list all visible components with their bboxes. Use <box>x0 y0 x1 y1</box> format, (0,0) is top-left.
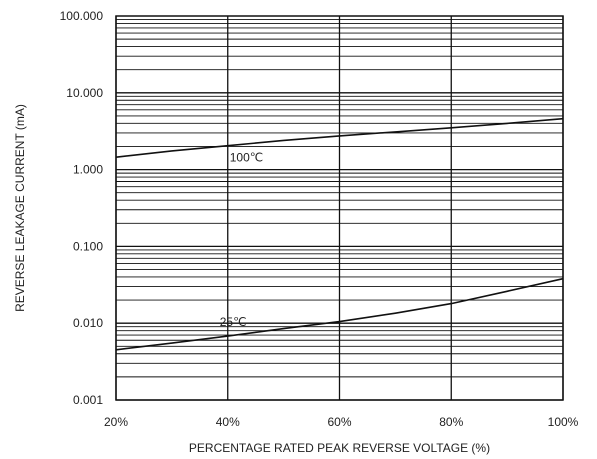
curve-label-1: 25℃ <box>220 315 247 329</box>
x-tick-label: 60% <box>327 415 351 429</box>
x-tick-label: 80% <box>439 415 463 429</box>
x-tick-label: 40% <box>216 415 240 429</box>
series-line-0 <box>115 117 564 158</box>
y-tick-labels: 0.001 0.010 0.100 1.000 10.000 100.000 <box>60 9 104 407</box>
curve-label-0: 100℃ <box>230 151 264 165</box>
x-axis-title: PERCENTAGE RATED PEAK REVERSE VOLTAGE (%… <box>189 441 490 455</box>
y-tick-label: 10.000 <box>66 86 103 100</box>
y-tick-label: 0.010 <box>73 316 103 330</box>
y-axis-title: REVERSE LEAKAGE CURRENT (mA) <box>13 104 27 312</box>
x-tick-label: 100% <box>548 415 579 429</box>
x-tick-labels: 20% 40% 60% 80% 100% <box>104 415 579 429</box>
series-line-1 <box>115 277 564 351</box>
y-tick-label: 0.001 <box>73 393 103 407</box>
series-lines <box>115 117 564 351</box>
y-tick-label: 1.000 <box>73 163 103 177</box>
x-tick-label: 20% <box>104 415 128 429</box>
y-tick-label: 100.000 <box>60 9 104 23</box>
curve-labels: 100℃ 25℃ <box>220 151 264 329</box>
plot-frame <box>115 15 564 401</box>
y-tick-label: 0.100 <box>73 239 103 253</box>
